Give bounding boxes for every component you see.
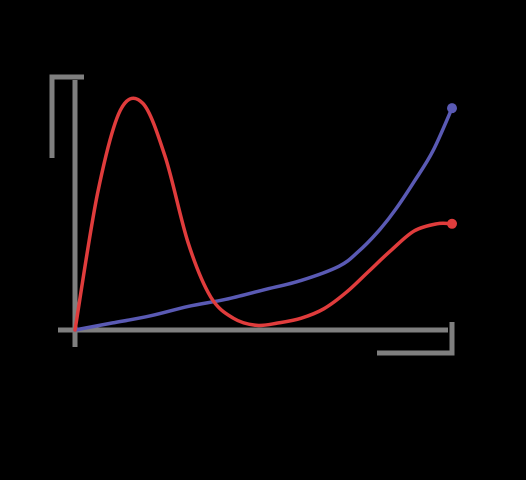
series-end-point-2 (447, 103, 457, 114)
series-line-1 (73, 96, 454, 332)
y-axis-arrow-head (49, 74, 84, 158)
series-line-2 (73, 106, 454, 332)
series-end-point-1 (447, 218, 457, 229)
series-layer (73, 96, 457, 332)
x-axis-arrow-head (377, 322, 455, 356)
x-axis (58, 322, 455, 356)
y-axis (49, 74, 84, 347)
